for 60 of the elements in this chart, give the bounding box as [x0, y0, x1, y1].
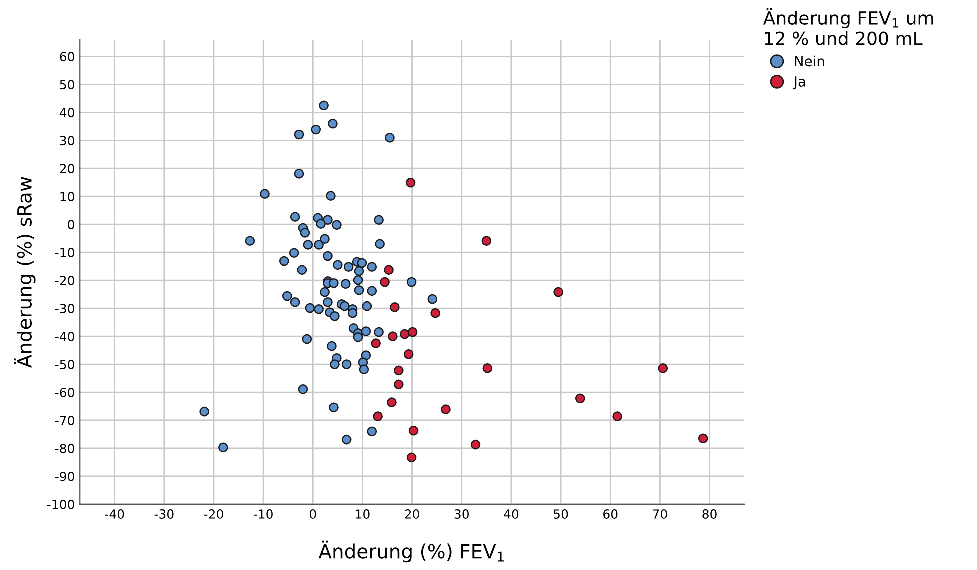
point	[406, 178, 416, 188]
x-tick-label: 70	[653, 510, 668, 519]
point	[698, 434, 708, 444]
point	[380, 277, 390, 288]
point	[658, 364, 668, 374]
y-tick-label: -40	[55, 332, 74, 342]
point	[394, 366, 404, 376]
x-axis-title: Änderung (%) FEV$_{1}$	[318, 540, 504, 563]
point	[441, 404, 451, 414]
point	[388, 332, 398, 342]
y-tick-label: -50	[55, 360, 74, 370]
point	[554, 287, 564, 298]
y-tick-label: -20	[55, 276, 74, 286]
y-tick-label: -70	[55, 416, 74, 426]
x-tick-label: -40	[105, 510, 124, 519]
x-tick-label: -20	[204, 510, 224, 519]
point	[387, 398, 397, 408]
point	[400, 329, 410, 340]
y-tick-label: -30	[55, 304, 74, 314]
x-tick-label: 40	[504, 510, 519, 519]
y-tick-label: -90	[55, 472, 74, 482]
point	[384, 265, 394, 276]
legend-label: Nein	[795, 56, 824, 67]
point	[373, 412, 383, 422]
y-tick-label: -80	[55, 444, 74, 454]
y-tick-label: 20	[60, 164, 74, 174]
point	[612, 412, 622, 422]
legend-title: Änderung FEV$_{1}$ um 12 % und 200 mL	[763, 8, 934, 46]
point	[390, 302, 400, 312]
x-tick-label: 10	[356, 510, 370, 519]
y-tick-label: 0	[68, 220, 74, 230]
x-tick-label: 60	[604, 510, 618, 519]
x-tick-label: 0	[310, 510, 316, 519]
x-tick-label: -10	[254, 510, 273, 519]
x-tick-label: 20	[405, 510, 420, 519]
y-tick-label: 30	[60, 136, 74, 146]
x-tick-label: -30	[154, 510, 174, 519]
x-tick-label: 30	[454, 510, 469, 519]
point	[404, 350, 414, 360]
legend-label: Ja	[793, 76, 806, 90]
point	[575, 394, 586, 404]
y-tick-label: 10	[60, 192, 74, 202]
point	[394, 380, 404, 390]
y-tick-label: -10	[55, 248, 74, 258]
point	[430, 308, 440, 318]
y-tick-label: -100	[47, 500, 74, 510]
x-tick-label: 50	[554, 510, 568, 519]
point	[408, 426, 419, 436]
point	[482, 236, 492, 246]
x-tick-label: 80	[702, 510, 717, 519]
point	[470, 440, 481, 450]
y-axis-title: Änderung (%) sRaw	[14, 177, 36, 368]
y-tick-label: 50	[60, 80, 74, 90]
point	[406, 452, 417, 463]
y-tick-label: -60	[55, 388, 74, 398]
point	[482, 364, 493, 374]
point	[408, 327, 418, 338]
point	[371, 338, 382, 348]
y-tick-label: 40	[60, 108, 74, 118]
y-tick-label: 60	[60, 52, 74, 62]
